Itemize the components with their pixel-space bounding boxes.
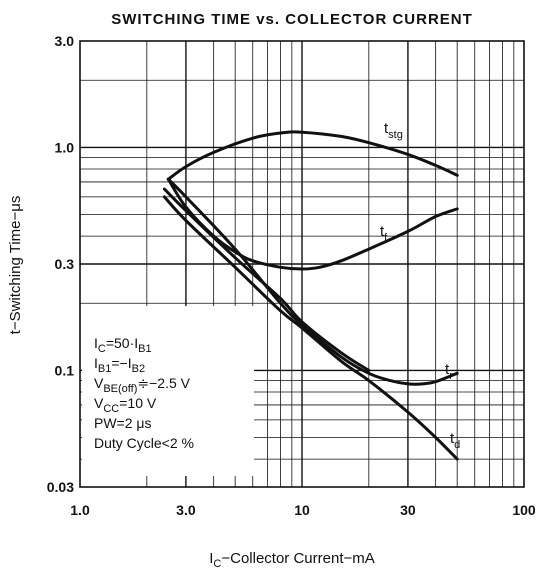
x-axis-label-symbol: I [209,550,213,567]
series-curves [162,130,459,461]
y-tick-label: 0.03 [47,479,74,495]
x-tick-label: 1.0 [70,502,90,518]
series-line-0 [166,130,459,181]
series-line-4 [162,187,371,372]
x-axis-ticks: 1.0 3.0 10 30 100 [70,502,536,518]
y-tick-label: 3.0 [55,33,75,49]
y-tick-label: 0.3 [55,256,75,272]
condition-symbol: I [94,355,98,371]
y-tick-label: 1.0 [55,139,75,155]
condition-line: PW=2 μs [94,415,151,431]
condition-line: VCC=10 V [94,395,157,415]
condition-value: =50·I [106,335,138,351]
plot-grid [80,41,524,487]
condition-symbol: I [94,335,98,351]
condition-symbol: PW=2 μs [94,415,151,431]
condition-value: ≑−2.5 V [137,375,190,391]
condition-subscript: B2 [132,363,145,375]
condition-line: Duty Cycle<2 % [94,435,194,451]
condition-subscript: C [98,343,106,355]
condition-symbol: V [94,395,104,411]
y-axis-label: t−Switching Time−μs [7,196,24,335]
condition-line: VBE(off)≑−2.5 V [94,375,191,395]
condition-subscript: BE(off) [103,383,137,395]
series-label-2: tr [445,361,453,382]
series-line-2 [166,177,459,386]
condition-line: IB1=−IB2 [94,355,145,375]
plot-frame [79,40,525,488]
x-tick-label: 10 [294,502,310,518]
condition-value: =−I [111,355,131,371]
series-labels: tstg tf tr td [380,120,460,451]
x-axis-label: IC−Collector Current−mA [209,550,375,570]
condition-value: =10 V [119,395,157,411]
x-tick-label: 3.0 [176,502,196,518]
x-tick-label: 30 [400,502,416,518]
condition-symbol: V [94,375,104,391]
chart-title: SWITCHING TIME vs. COLLECTOR CURRENT [111,11,473,28]
condition-subscript: B1 [98,363,111,375]
series-label-1: tf [380,223,388,244]
condition-line: IC=50·IB1 [94,335,152,355]
series-label-0: tstg [384,120,403,141]
series-label-3: td [450,430,460,451]
condition-subscript: CC [103,403,119,415]
series-line-3 [162,195,459,461]
condition-subscript: B1 [138,343,151,355]
y-axis-ticks: 3.0 1.0 0.3 0.1 0.03 [47,33,74,495]
conditions-box [82,306,254,476]
x-axis-label-subscript: C [213,558,221,570]
x-tick-label: 100 [512,502,536,518]
x-axis-label-text: −Collector Current−mA [221,550,374,567]
y-tick-label: 0.1 [55,362,75,378]
condition-symbol: Duty Cycle<2 % [94,435,194,451]
